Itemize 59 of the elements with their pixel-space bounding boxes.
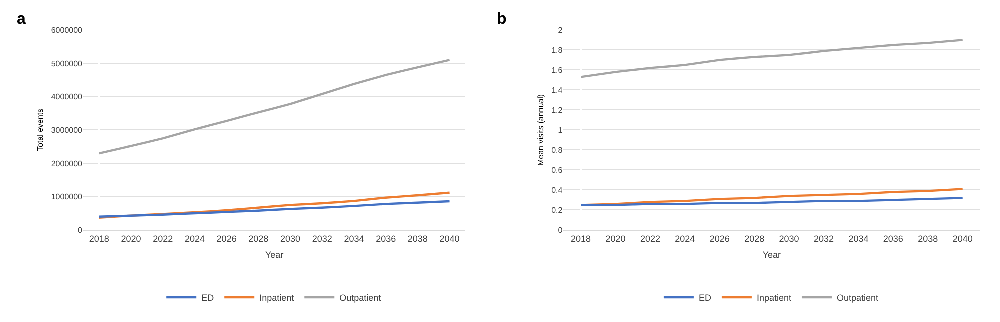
- y-tick-label: 0.8: [552, 146, 564, 155]
- line-series: [580, 197, 964, 206]
- x-tick-label: 2026: [710, 234, 730, 244]
- y-axis-title: Total events: [36, 108, 46, 152]
- y-tick-label: 1.8: [552, 46, 564, 56]
- y-tick-label: 1.6: [552, 66, 564, 76]
- x-tick-label: 2018: [89, 234, 110, 244]
- x-tick-label: 2034: [848, 234, 869, 244]
- y-tick-label: 3000000: [51, 126, 84, 135]
- line-series: [580, 39, 964, 78]
- line-series: [98, 192, 451, 219]
- x-tick-label: 2018: [571, 234, 592, 244]
- x-tick-label: 2022: [153, 234, 174, 244]
- x-tick-label: 2028: [744, 234, 765, 244]
- line-series: [98, 59, 451, 155]
- legend-label: Outpatient: [836, 293, 880, 304]
- x-tick-label: 2040: [440, 234, 460, 244]
- x-tick-label: 2036: [883, 234, 904, 244]
- y-axis-title: Mean visits (annual): [536, 94, 546, 166]
- y-tick-label: 0.4: [552, 186, 564, 195]
- legend-label: ED: [698, 293, 712, 304]
- x-tick-label: 2032: [814, 234, 834, 244]
- y-tick-label: 0: [78, 226, 84, 235]
- y-tick-label: 2: [558, 26, 564, 36]
- x-tick-label: 2020: [121, 234, 142, 244]
- x-tick-label: 2024: [184, 234, 205, 244]
- y-tick-label: 0.2: [552, 206, 564, 215]
- y-tick-label: 1000000: [51, 192, 84, 202]
- x-tick-label: 2022: [640, 234, 660, 244]
- x-tick-label: 2030: [280, 234, 301, 244]
- y-tick-label: 6000000: [51, 26, 84, 36]
- line-series: [98, 200, 451, 218]
- y-tick-label: 1.4: [552, 86, 564, 95]
- y-tick-label: 1.2: [552, 106, 564, 115]
- x-axis-title: Year: [266, 250, 284, 260]
- x-tick-label: 2030: [779, 234, 800, 244]
- y-tick-label: 0: [558, 226, 564, 235]
- x-tick-label: 2024: [675, 234, 696, 244]
- y-tick-label: 0.6: [552, 166, 564, 175]
- y-tick-label: 5000000: [51, 59, 84, 68]
- legend-label: ED: [202, 293, 215, 304]
- x-tick-label: 2038: [408, 234, 428, 244]
- x-tick-label: 2032: [312, 234, 332, 244]
- y-tick-label: 2000000: [51, 159, 84, 168]
- y-tick-label: 1: [558, 126, 564, 135]
- legend-label: Inpatient: [756, 293, 792, 304]
- y-tick-label: 4000000: [51, 92, 84, 102]
- x-tick-label: 2028: [248, 234, 269, 244]
- text: b: [497, 11, 507, 28]
- legend-label: Inpatient: [260, 293, 295, 304]
- x-tick-label: 2026: [216, 234, 237, 244]
- x-tick-label: 2020: [606, 234, 626, 244]
- x-tick-label: 2036: [376, 234, 396, 244]
- x-tick-label: 2040: [952, 234, 973, 244]
- x-tick-label: 2038: [918, 234, 938, 244]
- x-tick-label: 2034: [344, 234, 364, 244]
- x-axis-title: Year: [762, 250, 782, 260]
- text: a: [17, 11, 26, 28]
- legend-label: Outpatient: [340, 293, 382, 304]
